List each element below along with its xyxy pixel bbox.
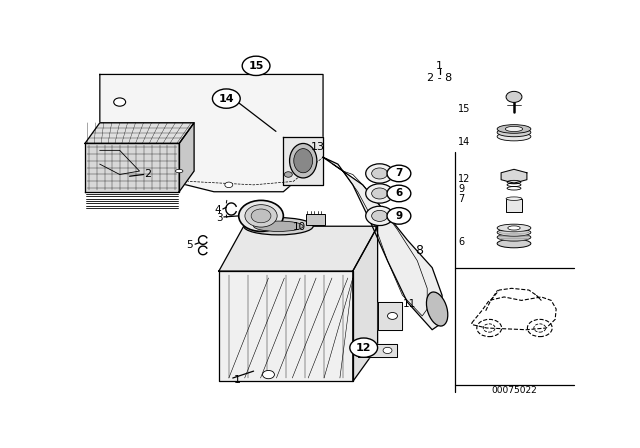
Text: 7: 7 [458, 194, 464, 204]
Text: 9: 9 [396, 211, 403, 221]
Ellipse shape [175, 169, 183, 173]
Text: 8: 8 [415, 244, 423, 257]
Ellipse shape [497, 125, 531, 133]
Ellipse shape [244, 218, 313, 235]
Text: 13: 13 [310, 142, 324, 152]
Circle shape [365, 206, 394, 225]
Text: 1: 1 [234, 375, 241, 385]
Circle shape [372, 188, 388, 199]
Text: 2: 2 [145, 169, 152, 180]
Text: 7: 7 [396, 168, 403, 178]
Text: 14: 14 [458, 137, 470, 147]
Circle shape [372, 168, 388, 179]
Polygon shape [179, 123, 194, 192]
Ellipse shape [497, 132, 531, 141]
Circle shape [114, 98, 125, 106]
Circle shape [212, 89, 240, 108]
Ellipse shape [245, 205, 277, 227]
Text: 15: 15 [248, 61, 264, 71]
Polygon shape [85, 123, 194, 143]
Text: 15: 15 [458, 104, 470, 114]
Ellipse shape [506, 197, 522, 200]
Ellipse shape [497, 224, 531, 232]
Ellipse shape [239, 200, 284, 232]
Ellipse shape [251, 209, 271, 223]
Circle shape [372, 211, 388, 221]
Text: 6: 6 [458, 237, 464, 247]
Ellipse shape [497, 233, 531, 241]
Circle shape [387, 185, 411, 202]
Polygon shape [100, 74, 323, 192]
Circle shape [350, 338, 378, 358]
Circle shape [387, 207, 411, 224]
Text: 9: 9 [458, 184, 464, 194]
Polygon shape [219, 271, 353, 382]
Polygon shape [378, 302, 403, 330]
Text: 10: 10 [292, 222, 306, 232]
Text: 12: 12 [458, 174, 470, 184]
Ellipse shape [497, 228, 531, 236]
Polygon shape [100, 151, 140, 174]
Text: 00075022: 00075022 [492, 386, 538, 395]
Polygon shape [358, 344, 397, 358]
Ellipse shape [426, 292, 448, 326]
Ellipse shape [497, 239, 531, 248]
Ellipse shape [506, 126, 523, 132]
Polygon shape [219, 226, 378, 271]
Circle shape [242, 56, 270, 76]
Text: 4: 4 [215, 205, 221, 215]
Circle shape [365, 164, 394, 183]
Ellipse shape [497, 128, 531, 137]
Text: 6: 6 [396, 189, 403, 198]
Text: 12: 12 [356, 343, 371, 353]
Circle shape [506, 91, 522, 103]
Ellipse shape [294, 149, 312, 173]
Bar [506, 198, 522, 212]
Circle shape [383, 347, 392, 353]
Circle shape [225, 182, 233, 188]
Circle shape [388, 313, 397, 319]
Text: 1: 1 [436, 61, 443, 71]
Text: 2 - 8: 2 - 8 [427, 73, 452, 83]
Ellipse shape [289, 143, 317, 178]
Polygon shape [353, 226, 378, 382]
Text: 5: 5 [186, 240, 193, 250]
Circle shape [284, 172, 292, 177]
Circle shape [365, 184, 394, 203]
Text: 3: 3 [216, 213, 223, 223]
Polygon shape [323, 157, 442, 330]
Ellipse shape [508, 226, 520, 230]
Polygon shape [284, 137, 323, 185]
Polygon shape [501, 169, 527, 183]
Polygon shape [85, 143, 179, 192]
Circle shape [387, 165, 411, 182]
Ellipse shape [253, 221, 303, 232]
Circle shape [262, 370, 275, 379]
Bar [306, 214, 324, 224]
Text: 11: 11 [403, 299, 415, 309]
Text: 14: 14 [218, 94, 234, 103]
